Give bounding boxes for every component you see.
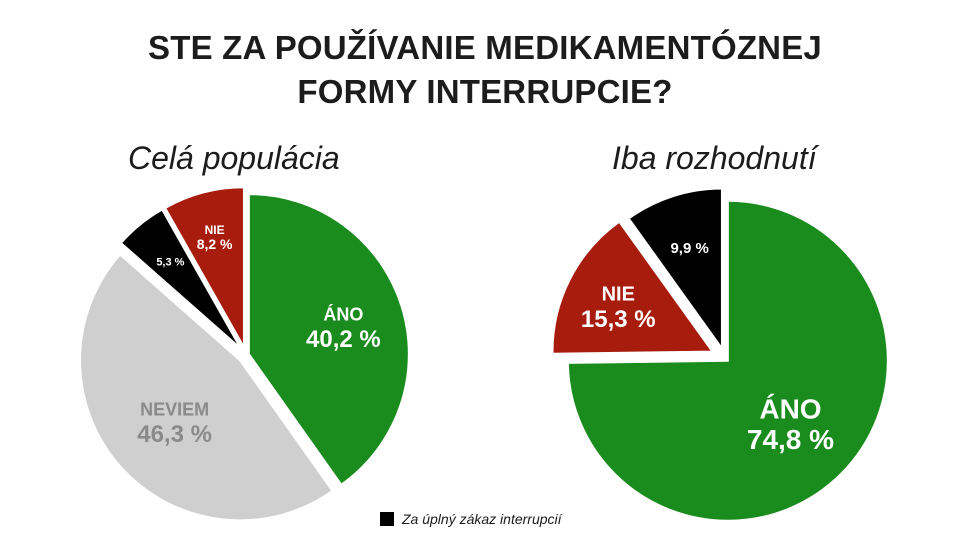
pie-0-slice-2: [119, 208, 242, 350]
pie-1-slice-1: [551, 220, 715, 355]
pie-0-slice-3-label: NIE 8,2 %: [197, 223, 233, 252]
pie-1-slice-2: [627, 187, 723, 352]
legend: Za úplný zákaz interrupcií: [380, 511, 562, 527]
legend-label: Za úplný zákaz interrupcií: [402, 511, 562, 527]
pie-1-slice-0-label: ÁNO 74,8 %: [747, 393, 834, 455]
chart-title: STE ZA POUŽÍVANIE MEDIKAMENTÓZNEJ FORMY …: [0, 26, 970, 114]
pie-1-slice-2-label: 9,9 %: [670, 240, 708, 257]
left-pie-title: Celá populácia: [128, 140, 340, 176]
pie-1-slice-0: [566, 199, 889, 522]
legend-swatch: [380, 512, 394, 526]
pie-0-slice-0: [247, 193, 410, 487]
pie-0-slice-2-label: 5,3 %: [156, 257, 184, 269]
pie-0-slice-1-label: NEVIEM 46,3 %: [137, 400, 212, 448]
pie-0-slice-0-label: ÁNO 40,2 %: [306, 303, 381, 352]
right-pie-title: Iba rozhodnutí: [612, 140, 817, 176]
chart-title-line-2: FORMY INTERRUPCIE?: [297, 73, 673, 110]
pie-1-slice-1-label: NIE 15,3 %: [581, 283, 656, 332]
chart-title-line-1: STE ZA POUŽÍVANIE MEDIKAMENTÓZNEJ: [148, 29, 822, 66]
pie-0-slice-3: [163, 186, 245, 352]
pie-0-slice-1: [79, 253, 334, 522]
